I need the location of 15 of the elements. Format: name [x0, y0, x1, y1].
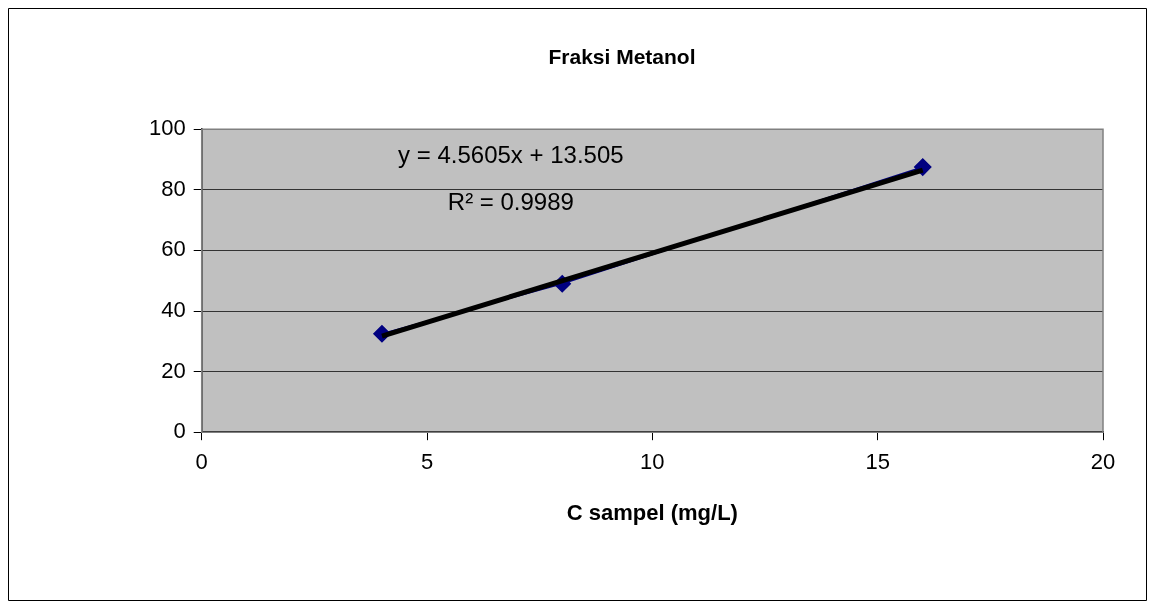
- x-tick-label: 5: [420, 449, 434, 475]
- annotation: R² = 0.9989: [447, 188, 574, 216]
- x-tick-label: 20: [1090, 449, 1116, 475]
- annotation: y = 4.5605x + 13.505: [398, 141, 624, 169]
- y-tick-label: 100: [148, 115, 186, 141]
- x-tick-label: 10: [640, 449, 665, 475]
- y-tick-label: 40: [161, 297, 186, 323]
- y-tick-label: 20: [161, 357, 186, 383]
- x-axis-title: C sampel (mg/L): [566, 499, 738, 525]
- y-tick-label: 0: [173, 418, 186, 444]
- x-tick-label: 15: [865, 449, 890, 475]
- y-tick-label: 80: [161, 175, 186, 201]
- x-tick-label: 0: [195, 449, 208, 475]
- y-tick-label: 60: [161, 236, 186, 262]
- chart-title: Fraksi Metanol: [548, 45, 696, 69]
